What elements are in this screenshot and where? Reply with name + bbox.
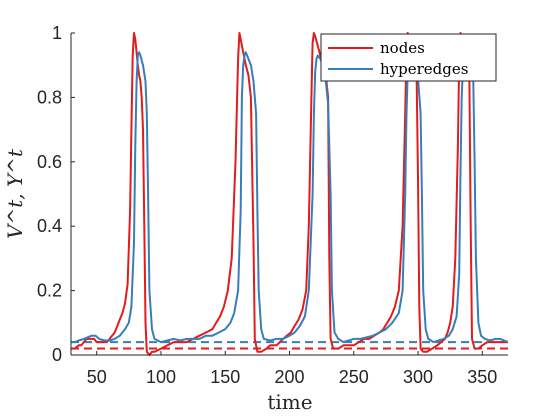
legend-label-nodes: nodes: [380, 39, 425, 57]
x-tick-label: 100: [146, 367, 176, 387]
y-ticks: 0 0.2 0.4 0.6 0.8 1: [37, 23, 75, 365]
y-tick-label: 0.4: [37, 216, 62, 236]
x-tick-label: 300: [403, 367, 433, 387]
y-tick-label: 0.8: [37, 87, 62, 107]
y-tick-label: 0.6: [37, 152, 62, 172]
y-tick-label: 0.2: [37, 281, 62, 301]
y-tick-label: 1: [52, 23, 62, 43]
y-tick-label: 0: [52, 345, 62, 365]
series-line-nodes: [71, 32, 508, 356]
x-tick-label: 50: [87, 367, 107, 387]
x-axis-label: time: [267, 390, 312, 414]
series-lines: [71, 32, 509, 356]
legend-label-hyperedges: hyperedges: [380, 60, 468, 78]
x-tick-label: 200: [274, 367, 304, 387]
x-ticks: 50 100 150 200 250 300 350: [87, 351, 497, 387]
x-tick-label: 250: [339, 367, 369, 387]
x-tick-label: 350: [467, 367, 497, 387]
x-tick-label: 150: [210, 367, 240, 387]
legend-box: [320, 33, 497, 82]
series-line-hyperedges: [71, 51, 509, 344]
y-axis-label: V^t, Y^t: [3, 148, 27, 239]
legend: nodes hyperedges: [320, 33, 497, 82]
